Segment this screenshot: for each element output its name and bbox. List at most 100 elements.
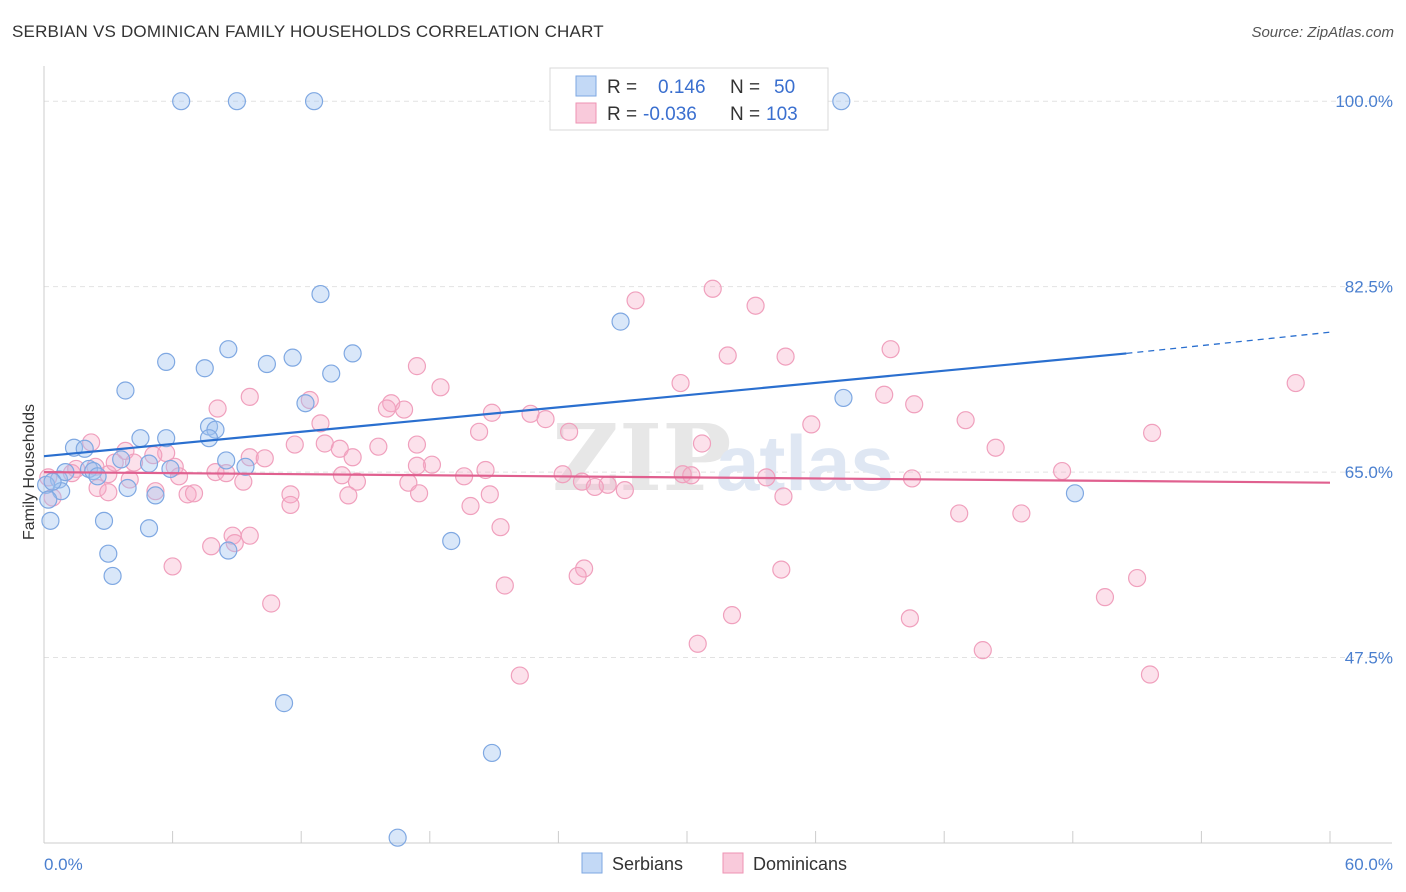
gridlines <box>44 100 1392 659</box>
dominican-point-31 <box>369 437 388 456</box>
dominican-point-78 <box>585 477 604 497</box>
legend-dominicans-swatch <box>575 102 597 124</box>
bottom-legend-dominicans-label: Dominicans <box>753 854 847 874</box>
serbian-point-44 <box>482 743 502 763</box>
legend-serbians-n-value: 50 <box>774 77 795 98</box>
serbian-point-6 <box>219 340 238 359</box>
bottom-legend-serbians-label: Serbians <box>612 854 683 874</box>
legend-dominicans-n-label: N = <box>730 104 760 125</box>
dominican-point-4 <box>776 347 795 366</box>
serbian-point-38 <box>139 519 159 538</box>
dominican-point-46 <box>407 456 427 475</box>
bottom-legend: Serbians Dominicans <box>581 852 847 874</box>
dominican-point-22 <box>802 415 821 434</box>
serbian-point-7 <box>157 352 176 371</box>
dominican-point-23 <box>956 411 975 430</box>
serbian-point-10 <box>283 348 302 367</box>
dominican-point-79 <box>615 481 634 500</box>
dominican-point-103 <box>510 666 529 685</box>
dominican-point-93 <box>772 560 791 579</box>
serbian-point-20 <box>199 429 219 448</box>
dominican-point-94 <box>568 566 587 586</box>
serbian-point-3 <box>832 92 851 111</box>
y-axis-label: Family Households <box>21 404 38 540</box>
dominican-point-72 <box>178 485 197 504</box>
serbian-point-8 <box>195 359 214 378</box>
serbian-point-1 <box>227 92 246 111</box>
dominican-point-97 <box>1095 588 1115 607</box>
dominican-trend-line <box>43 470 1331 484</box>
y-tick-label-0: 47.5% <box>1345 649 1393 668</box>
serbian-point-49 <box>43 472 62 491</box>
watermark-zip: ZIP <box>552 404 731 512</box>
serbian-point-42 <box>103 566 122 586</box>
dominican-point-17 <box>394 400 414 419</box>
serbian-point-43 <box>274 694 294 713</box>
dominican-point-56 <box>1052 461 1072 481</box>
dominican-point-7 <box>671 373 690 393</box>
y-tick-label-3: 100.0% <box>1335 92 1393 111</box>
serbian-point-12 <box>322 364 341 383</box>
dominican-point-0 <box>703 279 722 298</box>
y-tick-label-2: 82.5% <box>1345 278 1393 297</box>
dominican-point-82 <box>281 495 300 515</box>
bottom-legend-dominicans-swatch <box>722 852 744 874</box>
dominican-point-6 <box>407 357 427 376</box>
dominican-point-1 <box>626 291 645 310</box>
dominican-point-32 <box>330 439 349 458</box>
dominican-point-39 <box>255 449 274 468</box>
serbian-point-45 <box>388 828 407 847</box>
dominican-point-99 <box>900 609 920 628</box>
dominican-point-13 <box>905 395 924 414</box>
dominican-point-62 <box>347 472 367 491</box>
legend-dominicans-n-value: 103 <box>766 104 798 125</box>
dominican-point-3 <box>881 340 900 359</box>
dominican-point-92 <box>575 559 594 578</box>
y-tick-label-1: 65.0% <box>1345 463 1393 482</box>
dominican-point-83 <box>461 496 480 516</box>
dominican-point-34 <box>692 434 712 453</box>
dominican-point-90 <box>202 537 221 556</box>
serbian-point-5 <box>611 312 630 331</box>
dominican-point-45 <box>422 455 442 474</box>
dominican-point-75 <box>339 486 358 505</box>
legend-serbians-swatch <box>575 75 597 97</box>
chart-title: SERBIAN VS DOMINICAN FAMILY HOUSEHOLDS C… <box>12 22 604 41</box>
serbian-point-11 <box>343 344 362 363</box>
legend-serbians-r-value: 0.146 <box>658 77 706 98</box>
serbian-point-36 <box>41 511 60 530</box>
serbian-point-37 <box>94 511 114 530</box>
watermark: ZIP atlas <box>552 404 894 512</box>
dominican-point-2 <box>746 296 765 315</box>
serbian-point-39 <box>442 531 461 551</box>
dominican-point-21 <box>311 414 330 433</box>
x-tick-label-0: 0.0% <box>44 855 83 874</box>
dominican-point-73 <box>184 484 204 503</box>
axes <box>43 66 1392 844</box>
serbian-point-34 <box>146 486 165 505</box>
dominican-point-86 <box>1012 504 1031 523</box>
dominican-point-101 <box>973 641 992 660</box>
dominican-point-16 <box>208 399 227 418</box>
dominican-point-8 <box>1286 373 1305 393</box>
dominican-point-76 <box>409 484 429 503</box>
dominican-point-102 <box>688 634 707 653</box>
serbian-point-0 <box>172 92 191 111</box>
serbian-point-30 <box>88 467 107 486</box>
dominican-point-80 <box>774 487 793 506</box>
dominican-point-104 <box>1140 665 1160 684</box>
dominican-point-52 <box>476 460 495 480</box>
y-tick-labels: 47.5% 65.0% 82.5% 100.0% <box>1335 92 1393 667</box>
dominican-point-26 <box>1143 423 1162 442</box>
legend-dominicans-r-label: R = <box>607 104 637 125</box>
serbian-point-15 <box>834 388 853 408</box>
dominican-point-33 <box>407 435 427 454</box>
serbian-point-9 <box>257 354 277 374</box>
serbian-point-13 <box>116 381 135 400</box>
dominican-point-70 <box>99 483 118 502</box>
dominican-point-38 <box>240 448 259 467</box>
serbian-point-2 <box>304 92 324 111</box>
serbian-point-29 <box>161 459 180 479</box>
serbian-point-18 <box>131 429 150 448</box>
